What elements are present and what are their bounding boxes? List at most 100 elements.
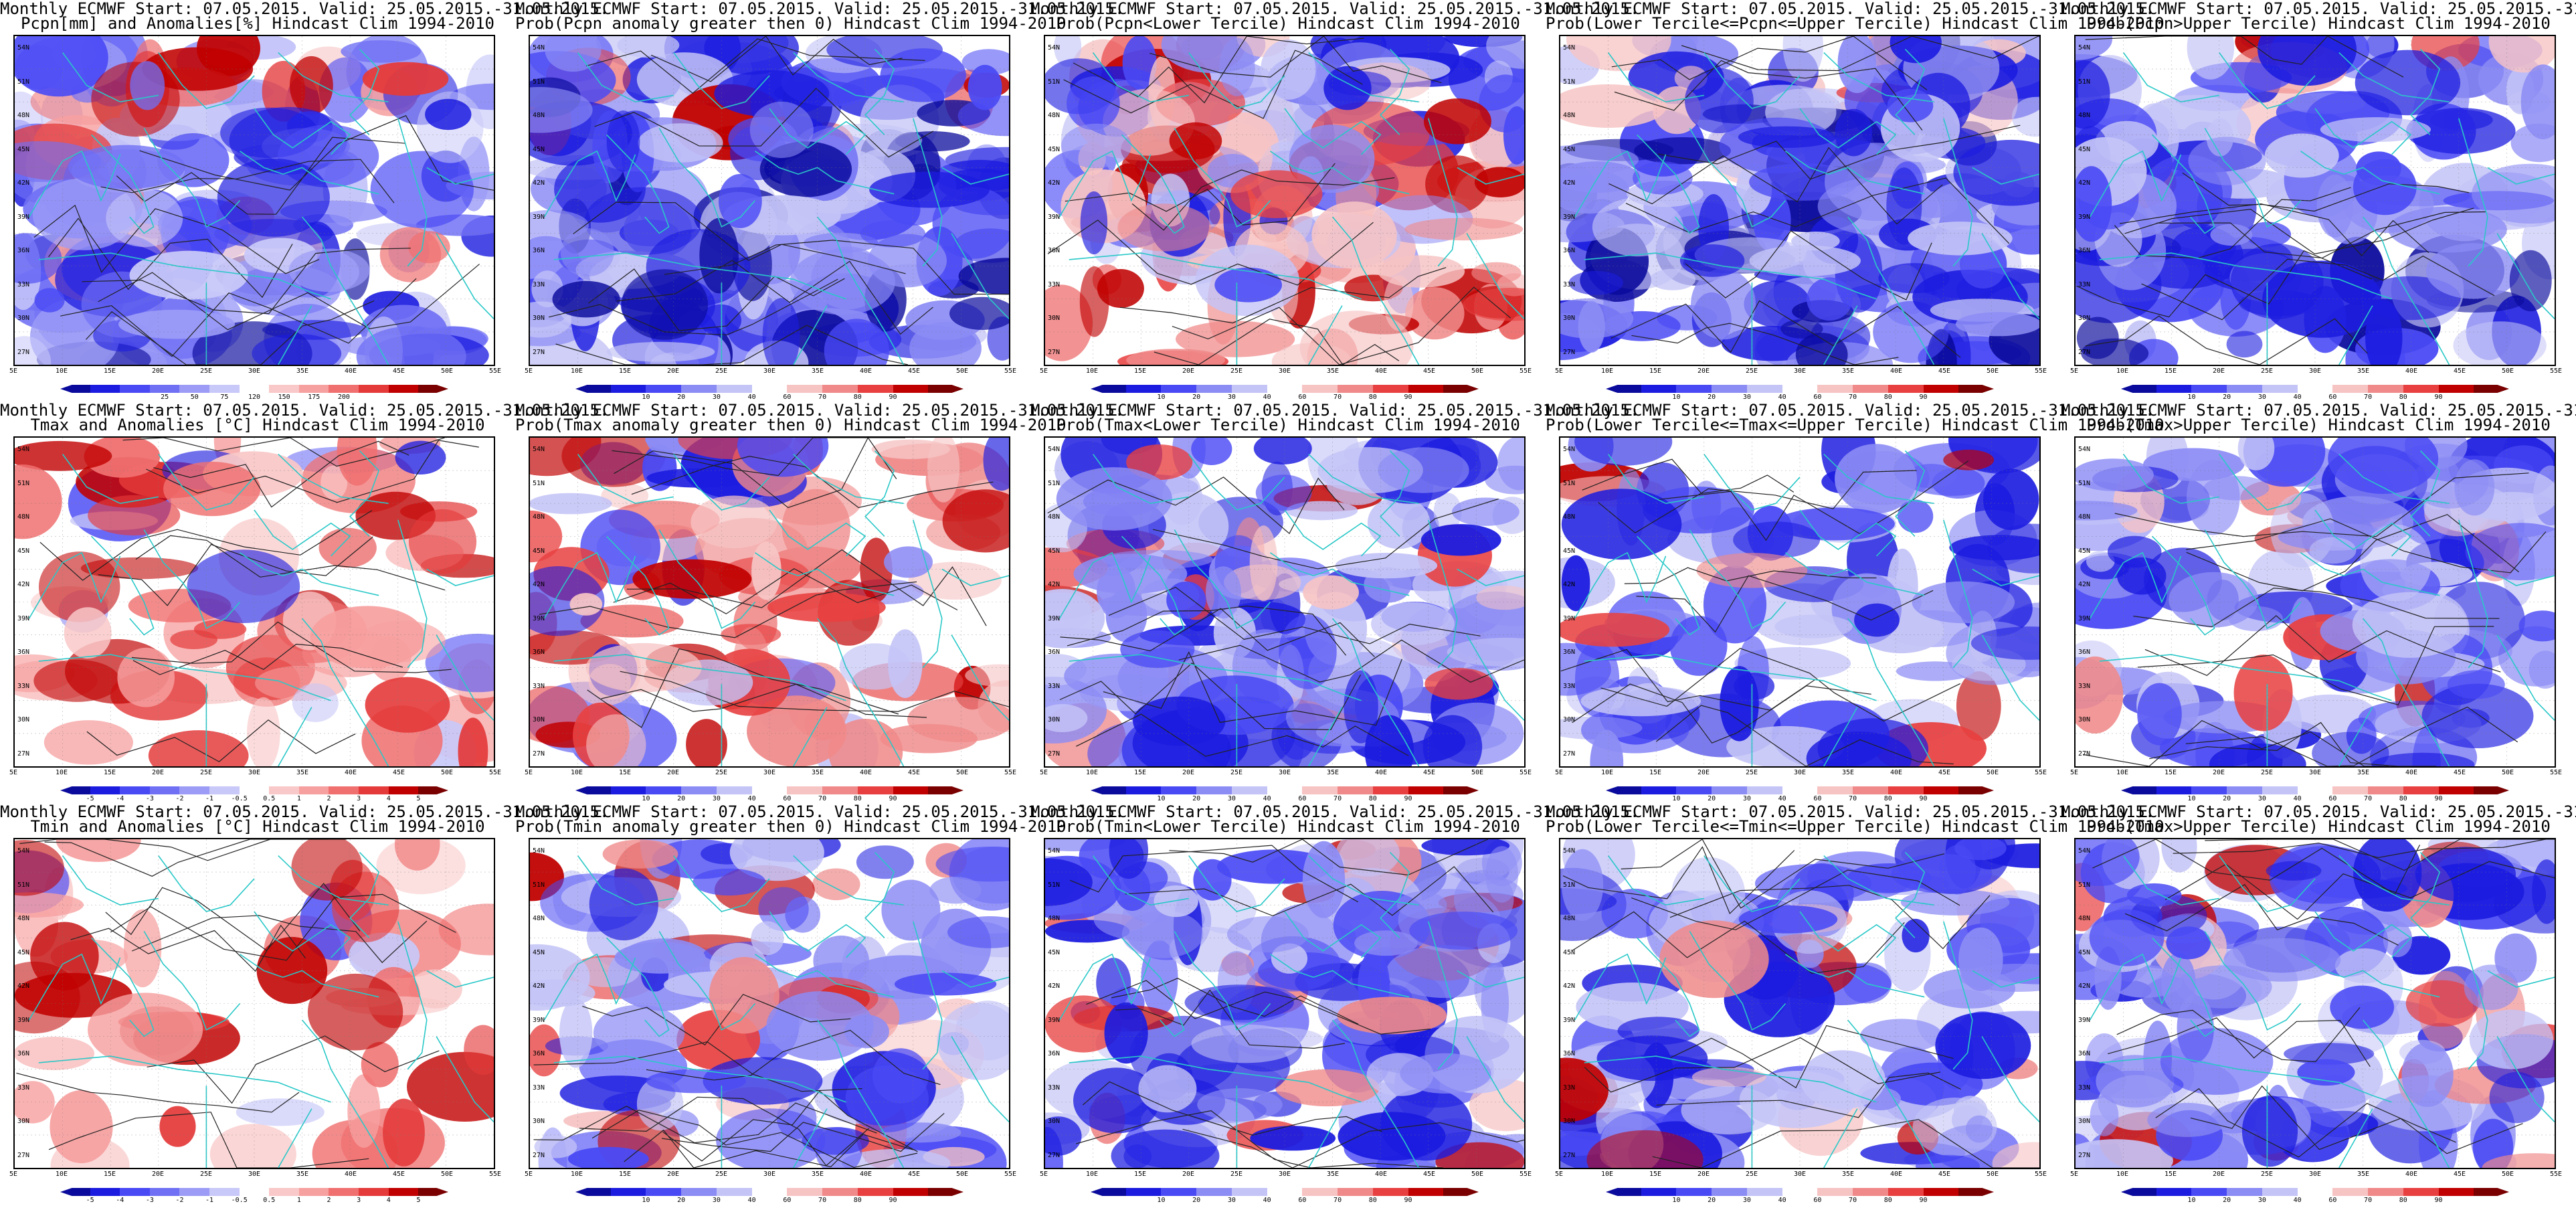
lat-label: 33N [1048, 1084, 1061, 1092]
colorbar-swatch [1676, 786, 1712, 794]
contour-line [2124, 207, 2474, 255]
lon-label: 45E [2453, 367, 2466, 375]
coastline [1308, 454, 1419, 504]
coastline [1607, 454, 1704, 505]
colorbar-tick-label: 20 [2223, 795, 2231, 802]
colorbar-swatch [716, 385, 752, 393]
coastline [1895, 49, 1926, 135]
lon-label: 15E [103, 367, 116, 375]
forecast-map [1044, 436, 1526, 768]
colorbar-swatch [2156, 385, 2192, 393]
colorbar-swatch [418, 1188, 448, 1196]
colorbar-swatch [239, 786, 270, 794]
coastline [1972, 167, 2039, 185]
colorbar-tick-label: 70 [1849, 1197, 1857, 1204]
lat-label: 42N [1563, 982, 1576, 990]
lon-label: 5E [9, 769, 18, 776]
colorbar-swatch [120, 786, 150, 794]
contour-line [1111, 978, 1359, 1025]
colorbar-swatch [1302, 786, 1338, 794]
lon-label: 50E [1471, 769, 1484, 776]
colorbar-tick-label: 70 [1333, 795, 1342, 802]
coastline [658, 128, 756, 228]
colorbar-swatch [1888, 786, 1924, 794]
coastline [349, 852, 380, 938]
colorbar [2121, 786, 2509, 794]
contour-line [587, 648, 899, 728]
lon-label: 30E [1278, 367, 1291, 375]
forecast-map [2074, 838, 2556, 1169]
colorbar-tick-label: 10 [1157, 795, 1166, 802]
lon-label: 35E [2357, 769, 2370, 776]
coastline [1284, 911, 1382, 958]
map-field [15, 36, 494, 365]
colorbar-swatch [1817, 385, 1853, 393]
colorbar-swatch [2474, 1188, 2509, 1196]
map-panel-tmax-prob-pos: Monthly ECMWF Start: 07.05.2015. Valid: … [515, 402, 1124, 803]
coastline [2338, 707, 2373, 766]
contour-line [85, 300, 375, 365]
lat-label: 33N [17, 280, 30, 288]
lat-label: 27N [17, 750, 30, 758]
lon-label: 40E [859, 769, 872, 776]
colorbar-tick-label: 20 [1708, 1197, 1716, 1204]
lat-label: 36N [533, 1050, 545, 1058]
colorbar-swatch [1853, 385, 1888, 393]
lon-label: 20E [151, 1171, 165, 1178]
colorbar-swatch [1923, 1188, 1959, 1196]
colorbar-swatch [2262, 385, 2298, 393]
coastline [769, 911, 866, 958]
colorbar-tick-label: 80 [1368, 394, 1377, 401]
contour-line [2173, 839, 2546, 859]
lat-label: 48N [2078, 112, 2091, 120]
coastline [2314, 911, 2412, 958]
colorbar-swatch [1267, 385, 1303, 393]
lon-label: 10E [570, 367, 583, 375]
forecast-map [1559, 838, 2041, 1169]
lon-label: 40E [344, 367, 357, 375]
colorbar-tick-label: 30 [712, 394, 721, 401]
colorbar-tick-label: 70 [1333, 394, 1342, 401]
colorbar-swatch [359, 1188, 389, 1196]
contour-line [60, 278, 417, 357]
colorbar-swatch [60, 786, 90, 794]
map-field [15, 438, 494, 766]
colorbar-swatch [893, 786, 929, 794]
lat-label: 30N [1563, 716, 1576, 724]
colorbar-tick-label: -2 [175, 1197, 184, 1204]
coastline [143, 128, 241, 228]
coastline [143, 931, 241, 1031]
coastline [769, 108, 866, 155]
colorbar-tick-label: 60 [2328, 394, 2337, 401]
lon-label: 20E [666, 769, 680, 776]
lat-label: 54N [2078, 847, 2091, 855]
colorbar-swatch [1606, 786, 1641, 794]
colorbar-swatch [2368, 385, 2403, 393]
lon-label: 35E [1841, 367, 1855, 375]
coastline [2458, 519, 2488, 669]
lat-label: 30N [2078, 1118, 2091, 1126]
colorbar-tick-label: 60 [783, 795, 792, 802]
lat-label: 33N [1563, 1084, 1576, 1092]
lon-label: 55E [1004, 1171, 1017, 1178]
colorbar-tick-label: 60 [783, 394, 792, 401]
lat-label: 48N [533, 112, 545, 120]
lon-label: 45E [2453, 1171, 2466, 1178]
lat-label: 48N [2078, 513, 2091, 521]
colorbar-swatch [1712, 1188, 1747, 1196]
lon-label: 50E [1986, 769, 1999, 776]
map-field [530, 839, 1009, 1168]
colorbar-tick-label: 20 [677, 795, 686, 802]
panel-title-line1: Monthly ECMWF Start: 07.05.2015. Valid: … [1030, 0, 1640, 18]
coastline [864, 852, 895, 938]
coastline [2314, 509, 2412, 557]
lon-label: 25E [199, 1171, 213, 1178]
contour-line [612, 438, 905, 477]
contour-line [1636, 575, 1934, 633]
lon-label: 25E [715, 1171, 728, 1178]
lat-label: 33N [1048, 682, 1061, 690]
coastline [577, 855, 674, 906]
colorbar-ticks: 10 20 30 40 60 70 80 90 [1091, 394, 1479, 403]
colorbar-swatch [1443, 786, 1479, 794]
